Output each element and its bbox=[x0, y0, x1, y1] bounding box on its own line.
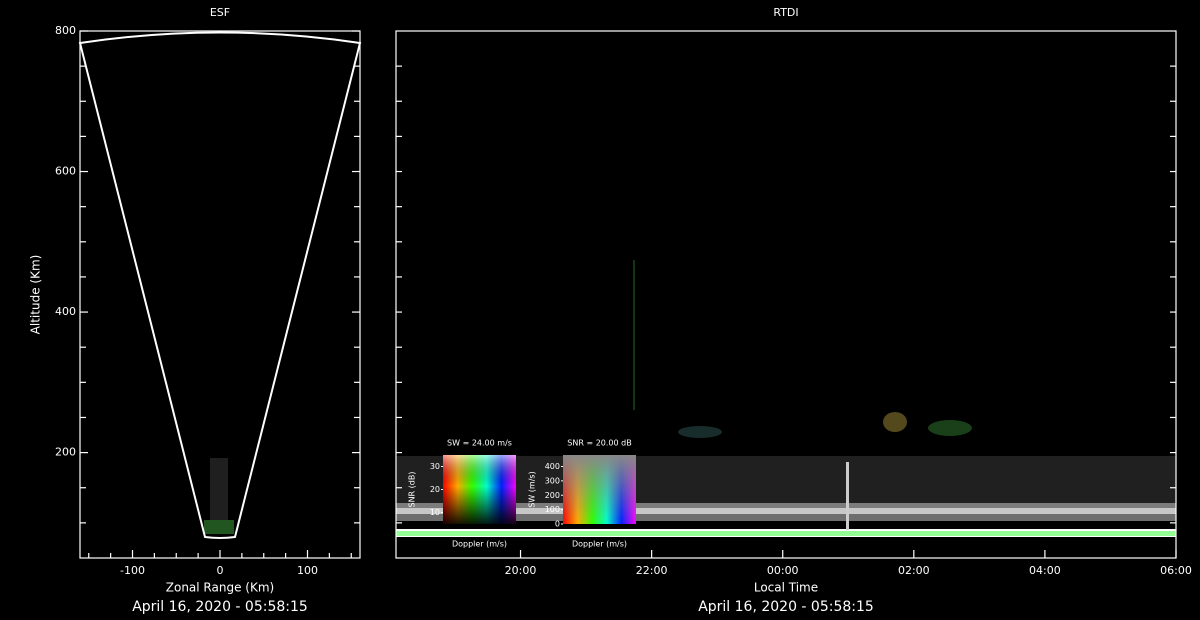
inset-tick-label: 300 bbox=[545, 476, 560, 485]
y-tick-label: 600 bbox=[55, 165, 76, 178]
esf-image bbox=[78, 31, 362, 539]
x-tick-label: 0 bbox=[217, 564, 224, 577]
colormap-shade bbox=[443, 455, 516, 524]
inset-y-label: SNR (dB) bbox=[408, 472, 417, 508]
colormap-shade bbox=[563, 455, 636, 524]
inset-tick-label: 0 bbox=[555, 520, 560, 529]
x-tick-label: 22:00 bbox=[636, 564, 668, 577]
inset-tick-label: 100 bbox=[545, 505, 560, 514]
y-axis-label: Altitude (Km) bbox=[29, 255, 43, 335]
inset-tick-label: 400 bbox=[545, 462, 560, 471]
x-tick-label: 02:00 bbox=[898, 564, 930, 577]
timestamp: April 16, 2020 - 05:58:15 bbox=[132, 599, 308, 615]
inset-y-label: SW (m/s) bbox=[528, 471, 537, 507]
inset-tick-label: 200 bbox=[545, 491, 560, 500]
timestamp: April 16, 2020 - 05:58:15 bbox=[698, 599, 874, 615]
inset-title: SNR = 20.00 dB bbox=[567, 439, 631, 448]
inset-title: SW = 24.00 m/s bbox=[447, 439, 512, 448]
x-tick-label: 04:00 bbox=[1029, 564, 1061, 577]
inset-tick-label: 20 bbox=[430, 485, 440, 494]
x-tick-label: 00:00 bbox=[767, 564, 799, 577]
inset-tick-label: 10 bbox=[430, 508, 440, 517]
chart-title: ESF bbox=[210, 6, 230, 19]
rtdi-image bbox=[396, 260, 1176, 537]
x-axis-label: Local Time bbox=[754, 581, 818, 595]
axes-frame bbox=[395, 30, 1177, 559]
inset-x-label: Doppler (m/s) bbox=[572, 540, 627, 549]
x-tick-label: -100 bbox=[120, 564, 145, 577]
chart-title: RTDI bbox=[773, 6, 798, 19]
y-tick-label: 800 bbox=[55, 24, 76, 37]
x-tick-label: 100 bbox=[297, 564, 318, 577]
x-axis-label: Zonal Range (Km) bbox=[166, 581, 274, 595]
y-tick-label: 400 bbox=[55, 305, 76, 318]
x-tick-label: 06:00 bbox=[1160, 564, 1192, 577]
inset-x-label: Doppler (m/s) bbox=[452, 540, 507, 549]
inset-tick-label: 30 bbox=[430, 462, 440, 471]
y-tick-label: 200 bbox=[55, 446, 76, 459]
x-tick-label: 20:00 bbox=[505, 564, 537, 577]
